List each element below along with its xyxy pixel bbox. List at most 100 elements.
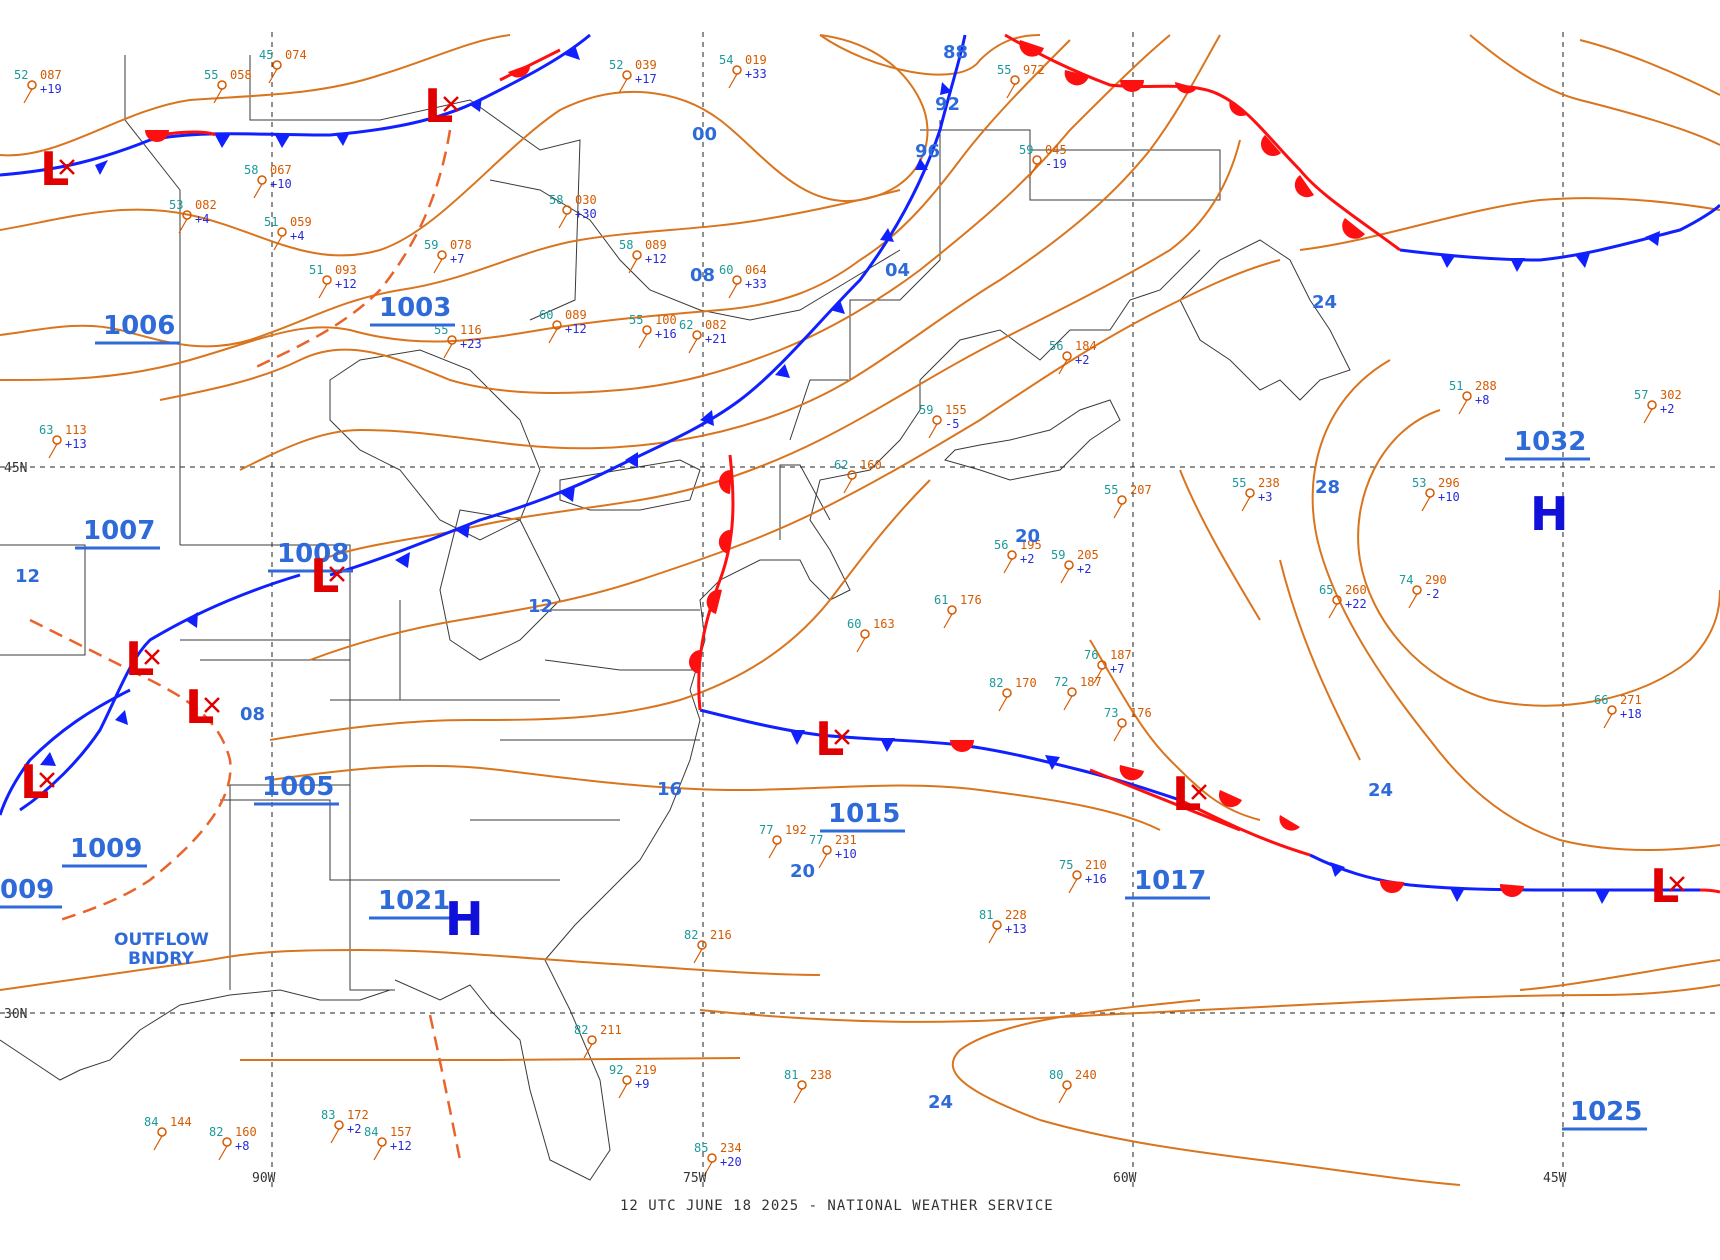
sky-cover-circle xyxy=(217,80,227,90)
sky-cover-circle xyxy=(157,1127,167,1137)
station-temperature: 84 xyxy=(364,1125,378,1139)
station-tendency: +2 xyxy=(1020,552,1034,566)
station-plot: 73 176 xyxy=(1104,706,1152,742)
station-plot: 56 195+2 xyxy=(994,538,1042,574)
sky-cover-circle xyxy=(562,205,572,215)
isobar-label: 20 xyxy=(1015,526,1040,547)
station-plot: 56 184+2 xyxy=(1049,339,1097,375)
wind-barb xyxy=(688,338,698,354)
station-pressure: 058 xyxy=(230,68,252,82)
station-pressure: 089 xyxy=(645,238,667,252)
station-temperature: 55 xyxy=(629,313,643,327)
pressure-centers: L L L L L L L L L H H xyxy=(20,79,1685,946)
station-temperature: 62 xyxy=(679,318,693,332)
station-temperature: 66 xyxy=(1594,693,1608,707)
station-pressure: 302 xyxy=(1660,388,1682,402)
station-plot: 59 205+2 xyxy=(1051,548,1099,584)
station-plot: 58 067+10 xyxy=(244,163,292,199)
sky-cover-circle xyxy=(1072,870,1082,880)
station-tendency: +7 xyxy=(1110,662,1124,676)
wind-barb xyxy=(618,1083,628,1099)
coastlines xyxy=(0,55,1351,1181)
station-pressure: 157 xyxy=(390,1125,412,1139)
isobar-value-labels: 88 92 96 00 04 08 12 16 20 24 28 12 08 2… xyxy=(15,42,1393,1113)
isobar-label: 08 xyxy=(690,265,715,286)
sky-cover-circle xyxy=(322,275,332,285)
pressure-label: 1008 xyxy=(277,539,349,569)
station-temperature: 60 xyxy=(539,308,553,322)
station-tendency: -19 xyxy=(1045,157,1067,171)
station-temperature: 52 xyxy=(609,58,623,72)
pressure-label: 1017 xyxy=(1134,866,1206,896)
sky-cover-circle xyxy=(222,1137,232,1147)
wind-barb xyxy=(1113,726,1123,742)
station-tendency: +16 xyxy=(655,327,677,341)
station-tendency: +2 xyxy=(1077,562,1091,576)
low-center: L xyxy=(815,712,850,766)
sky-cover-circle xyxy=(622,1075,632,1085)
low-center: L xyxy=(1172,767,1207,821)
station-temperature: 59 xyxy=(424,238,438,252)
station-plot: 74 290-2 xyxy=(1399,573,1447,609)
station-temperature: 52 xyxy=(14,68,28,82)
wind-barb xyxy=(443,343,453,359)
station-plot: 82 160+8 xyxy=(209,1125,257,1161)
sky-cover-circle xyxy=(707,1153,717,1163)
station-pressure: 192 xyxy=(785,823,807,837)
low-center: L xyxy=(185,680,220,734)
station-plot: 77 192 xyxy=(759,823,807,859)
station-pressure: 039 xyxy=(635,58,657,72)
station-pressure: 100 xyxy=(655,313,677,327)
station-pressure: 972 xyxy=(1023,63,1045,77)
station-temperature: 53 xyxy=(169,198,183,212)
station-plot: 84 157+12 xyxy=(364,1125,412,1161)
station-pressure: 113 xyxy=(65,423,87,437)
lat-label-30n: 30N xyxy=(4,1007,27,1022)
station-plot: 57 302+2 xyxy=(1634,388,1682,424)
station-plot: 82 211 xyxy=(574,1023,622,1059)
central-pressure-labels: 1006 1003 1007 1008 1005 1009 009 1021 1… xyxy=(0,293,1647,1131)
station-plot: 51 093+12 xyxy=(309,263,357,299)
sky-cover-circle xyxy=(587,1035,597,1045)
wind-barb xyxy=(213,88,223,104)
sky-cover-circle xyxy=(257,175,267,185)
pressure-label: 009 xyxy=(0,875,54,905)
pressure-label: 1015 xyxy=(828,799,900,829)
station-temperature: 61 xyxy=(934,593,948,607)
station-plot: 51 059+4 xyxy=(264,215,312,251)
outflow-label-line2: BNDRY xyxy=(128,949,194,969)
lat-lon-grid xyxy=(0,32,1720,1188)
station-temperature: 57 xyxy=(1634,388,1648,402)
sky-cover-circle xyxy=(52,435,62,445)
sky-cover-circle xyxy=(772,835,782,845)
isobar-label: 08 xyxy=(240,704,265,725)
station-plot: 92 219+9 xyxy=(609,1063,657,1099)
outflow-boundary-label: OUTFLOW BNDRY xyxy=(114,930,209,969)
sky-cover-circle xyxy=(1002,688,1012,698)
sky-cover-circle xyxy=(847,470,857,480)
wind-barb xyxy=(253,183,263,199)
lon-label-45w: 45W xyxy=(1543,1171,1567,1186)
wind-barb xyxy=(818,853,828,869)
sky-cover-circle xyxy=(642,325,652,335)
pressure-label: 1021 xyxy=(378,886,450,916)
station-plot: 52 039+17 xyxy=(609,58,657,94)
station-tendency: +13 xyxy=(65,437,87,451)
wind-barb xyxy=(1060,568,1070,584)
station-pressure: 170 xyxy=(1015,676,1037,690)
station-pressure: 184 xyxy=(1075,339,1097,353)
station-temperature: 63 xyxy=(39,423,53,437)
station-pressure: 160 xyxy=(860,458,882,472)
station-tendency: +9 xyxy=(635,1077,649,1091)
wind-barb xyxy=(793,1088,803,1104)
isobar-label: 88 xyxy=(943,42,968,63)
station-temperature: 56 xyxy=(1049,339,1063,353)
wind-barb xyxy=(1063,695,1073,711)
sky-cover-circle xyxy=(1064,560,1074,570)
isobar-label: 12 xyxy=(15,566,40,587)
wind-barb xyxy=(693,948,703,964)
station-pressure: 116 xyxy=(460,323,482,337)
sky-cover-circle xyxy=(1607,705,1617,715)
wind-barb xyxy=(1113,503,1123,519)
